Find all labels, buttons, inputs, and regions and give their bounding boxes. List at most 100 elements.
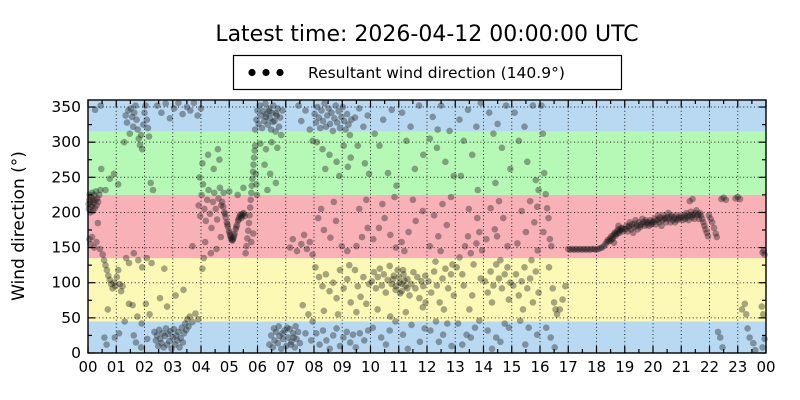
scatter-point	[734, 193, 742, 201]
scatter-point	[110, 279, 118, 287]
scatter-point	[610, 231, 617, 239]
scatter-point	[494, 120, 501, 128]
scatter-point	[444, 320, 451, 327]
scatter-point	[134, 126, 141, 133]
x-tick-label: 13	[446, 358, 465, 376]
scatter-point	[323, 337, 330, 344]
scatter-point	[93, 238, 100, 246]
scatter-point	[381, 214, 388, 222]
scatter-point	[355, 105, 363, 112]
scatter-point	[450, 292, 458, 299]
scatter-point	[163, 303, 171, 310]
scatter-point	[194, 112, 201, 119]
scatter-point	[391, 193, 398, 201]
scatter-point	[439, 200, 446, 208]
scatter-point	[484, 327, 492, 334]
scatter-point	[274, 339, 282, 347]
y-tick-label: 250	[51, 168, 81, 186]
scatter-point	[657, 214, 664, 221]
scatter-point	[268, 138, 275, 146]
scatter-point	[406, 292, 413, 299]
scatter-point	[693, 207, 700, 214]
scatter-point	[138, 145, 146, 153]
scatter-point	[175, 328, 182, 336]
scatter-point	[249, 175, 256, 182]
scatter-point	[251, 147, 258, 154]
scatter-point	[279, 330, 286, 337]
scatter-point	[713, 233, 721, 241]
scatter-point	[399, 266, 407, 274]
scatter-point	[553, 311, 561, 318]
x-tick-label: 22	[700, 358, 719, 376]
scatter-point	[433, 282, 441, 289]
scatter-point	[151, 328, 158, 336]
scatter-point	[111, 334, 119, 341]
scatter-point	[224, 223, 232, 230]
scatter-point	[696, 209, 704, 217]
scatter-point	[370, 235, 377, 243]
scatter-point	[333, 158, 340, 166]
scatter-point	[87, 198, 94, 206]
scatter-point	[427, 327, 434, 334]
scatter-point	[618, 225, 626, 232]
scatter-point	[399, 331, 407, 339]
scatter-point	[279, 107, 286, 114]
scatter-point	[525, 324, 532, 332]
scatter-point	[183, 326, 190, 334]
scatter-point	[515, 137, 523, 145]
scatter-point	[689, 212, 696, 219]
scatter-point	[636, 223, 644, 231]
scatter-point	[477, 99, 485, 107]
scatter-point	[382, 341, 390, 348]
scatter-point	[488, 299, 496, 306]
scatter-point	[492, 334, 500, 341]
scatter-point	[153, 102, 161, 109]
scatter-point	[242, 249, 249, 257]
y-tick-label: 200	[51, 203, 81, 221]
scatter-point	[289, 330, 297, 337]
scatter-point	[516, 317, 524, 325]
x-tick-label: 05	[220, 358, 239, 376]
scatter-point	[501, 271, 509, 278]
y-tick-label: 0	[71, 344, 81, 362]
scatter-point	[264, 186, 271, 194]
scatter-point	[336, 266, 344, 274]
x-tick-label: 03	[163, 358, 182, 376]
scatter-point	[158, 339, 165, 347]
scatter-point	[498, 285, 506, 292]
scatter-point	[746, 334, 753, 341]
scatter-point	[197, 105, 205, 112]
scatter-point	[351, 266, 359, 274]
scatter-point	[284, 334, 292, 341]
scatter-point	[222, 214, 229, 221]
scatter-point	[262, 145, 270, 153]
scatter-point	[88, 202, 96, 209]
scatter-point	[414, 273, 421, 281]
scatter-point	[487, 268, 494, 275]
scatter-point	[420, 282, 427, 290]
scatter-point	[229, 235, 237, 243]
scatter-point	[468, 292, 476, 299]
x-tick-label: 10	[361, 358, 380, 376]
scatter-point	[718, 195, 725, 203]
scatter-point	[448, 342, 455, 350]
scatter-point	[230, 232, 238, 239]
scatter-point	[398, 287, 405, 295]
scatter-point	[107, 280, 115, 288]
scatter-point	[540, 169, 548, 177]
scatter-point	[275, 323, 283, 330]
plot-area: 00 01 02 03 04 05 06 07 08 09 10 11 12 13 14 15 16 17 18 19…	[51, 98, 775, 376]
scatter-point	[239, 210, 247, 218]
scatter-point	[97, 102, 104, 109]
scatter-point	[420, 151, 427, 159]
scatter-point	[547, 334, 554, 341]
scatter-point	[539, 130, 547, 137]
scatter-point	[201, 238, 209, 246]
scatter-point	[661, 214, 668, 222]
scatter-point	[415, 102, 423, 109]
scatter-point	[473, 240, 480, 247]
scatter-point	[759, 344, 766, 351]
scatter-point	[644, 219, 652, 226]
scatter-point	[302, 107, 309, 114]
scatter-point	[447, 271, 455, 278]
